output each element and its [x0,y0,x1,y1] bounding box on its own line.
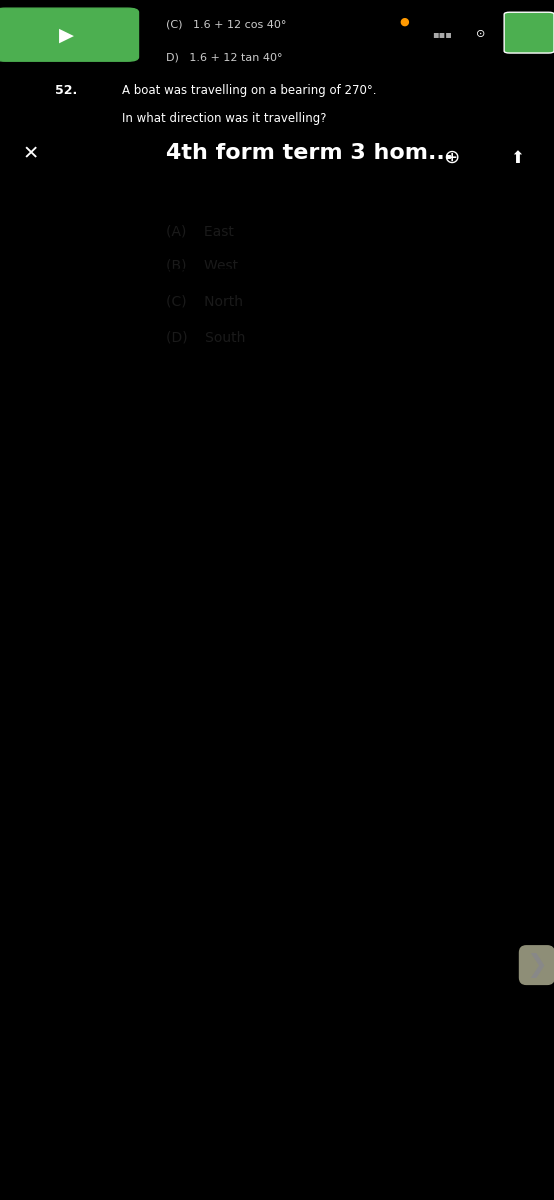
Text: ❯: ❯ [526,953,547,978]
Text: ✕: ✕ [22,144,39,163]
Text: A plane is flying in a direction of 045° and: A plane is flying in a direction of 045°… [133,838,414,851]
Text: ⬆: ⬆ [510,149,524,167]
Text: 52.: 52. [55,84,78,97]
Text: 4th form term 3 hom...: 4th form term 3 hom... [166,143,453,163]
Text: (C)    40 sin 60°: (C) 40 sin 60° [155,752,264,767]
Text: ▶: ▶ [59,25,74,44]
Text: In the triangle,: In the triangle, [133,548,235,562]
Text: = 30° and: = 30° and [177,590,254,604]
FancyBboxPatch shape [504,12,554,53]
Text: (D)    South: (D) South [166,330,245,344]
Text: ⊕: ⊕ [443,148,460,167]
Text: BC: BC [418,590,437,604]
Text: (C)     135°: (C) 135° [155,1038,231,1052]
Text: (A)    40 sin 30°: (A) 40 sin 30° [155,685,264,698]
Text: (C)   1.6 + 12 cos 40°: (C) 1.6 + 12 cos 40° [166,19,286,30]
Text: 57: 57 [163,391,182,403]
Text: A: A [54,560,65,575]
Text: 135°.  The angle through which the plane: 135°. The angle through which the plane [133,901,412,914]
Text: = 40 m.  The length: = 40 m. The length [274,590,417,604]
Text: turns is: turns is [133,934,182,947]
Text: ●: ● [399,17,409,26]
Text: not drawn to scale: not drawn to scale [276,548,416,562]
Text: in metres, is: in metres, is [133,634,215,647]
Text: In what direction was it travelling?: In what direction was it travelling? [122,113,326,126]
Text: 40 m: 40 m [141,446,174,476]
Text: changes course in a clockwise direction to: changes course in a clockwise direction … [133,870,416,883]
Text: (B)    40 tan 30°: (B) 40 tan 30° [155,719,266,733]
Text: , angle: , angle [424,548,469,562]
Text: 59.: 59. [55,838,80,852]
Text: ,: , [439,590,443,604]
Text: Item: Item [100,1164,132,1177]
Text: 57.: 57. [55,548,80,563]
Text: (A)     45°: (A) 45° [155,974,222,989]
Text: C: C [320,560,330,575]
Text: 30°: 30° [100,540,123,553]
Text: D)   1.6 + 12 tan 40°: D) 1.6 + 12 tan 40° [166,52,283,62]
Text: ABC: ABC [297,1164,323,1177]
Text: 55: 55 [141,1164,159,1177]
Text: BAC: BAC [133,590,161,604]
FancyBboxPatch shape [0,8,138,61]
Text: refers to triangle ABC below.: refers to triangle ABC below. [197,391,392,403]
Text: below.: below. [327,1164,371,1177]
Text: (B)     90°: (B) 90° [155,1007,222,1020]
Text: (B)    West: (B) West [166,258,238,272]
Text: (C)    North: (C) North [166,294,243,308]
Text: (D)    40 tan 60°: (D) 40 tan 60° [155,787,268,800]
Text: (D)     270°: (D) 270° [155,1070,232,1084]
Text: (A)    East: (A) East [166,224,234,238]
Text: Item: Item [122,391,156,403]
Text: AB: AB [253,590,271,604]
Text: A boat was travelling on a bearing of 270°.: A boat was travelling on a bearing of 27… [122,84,376,97]
Text: ▪▪▪: ▪▪▪ [432,29,452,38]
Text: B: B [320,385,330,398]
Text: ⊙: ⊙ [476,29,486,38]
Text: refers to triangle: refers to triangle [169,1164,283,1177]
